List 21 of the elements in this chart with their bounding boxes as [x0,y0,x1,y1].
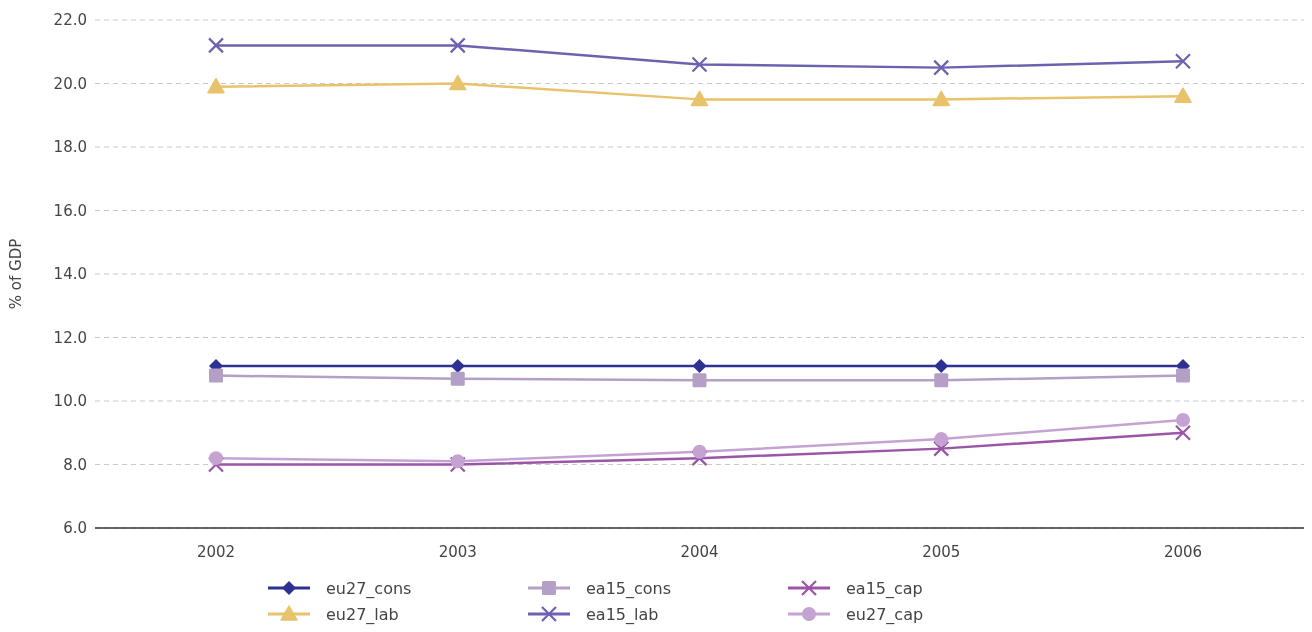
x-tick-label: 2003 [438,542,477,561]
y-tick-label: 8.0 [63,455,87,474]
x-tick-label: 2002 [196,542,236,561]
x-tick-label: 2005 [922,542,961,561]
y-tick-label: 18.0 [53,138,87,157]
y-tick-label: 6.0 [63,519,87,538]
x-tick-label: 2004 [680,542,719,561]
legend-label: eu27_cons [326,578,412,598]
y-axis-title: % of GDP [7,238,26,310]
legend-label: ea15_lab [586,604,659,624]
legend-label: eu27_cap [846,604,924,624]
y-tick-label: 20.0 [53,74,87,93]
y-tick-label: 16.0 [53,201,87,220]
y-tick-label: 10.0 [53,392,87,411]
legend-label: eu27_lab [326,604,399,624]
legend-label: ea15_cap [846,578,923,598]
y-tick-label: 12.0 [53,328,87,347]
y-tick-label: 14.0 [53,265,87,284]
x-tick-label: 2006 [1163,542,1203,561]
y-tick-label: 22.0 [53,11,87,30]
legend-label: ea15_cons [586,578,672,598]
